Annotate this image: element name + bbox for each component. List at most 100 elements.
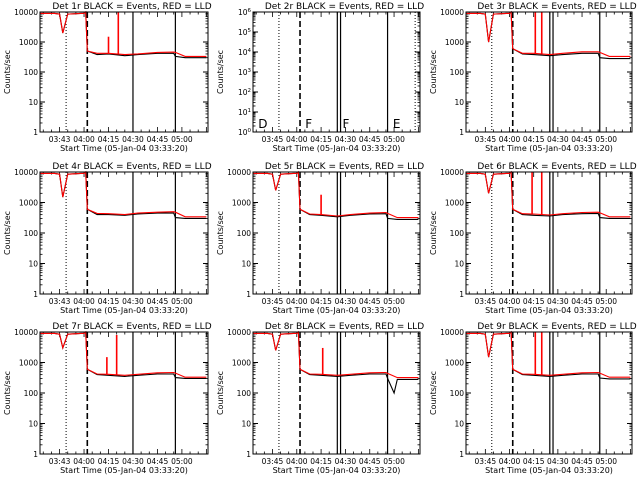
y-tick-label: 100 [450, 68, 465, 77]
x-tick-label: 04:30 [122, 297, 144, 306]
y-tick-label: 10 [241, 260, 251, 269]
y-tick-label: 1 [246, 290, 251, 299]
x-tick-label: 04:15 [310, 457, 332, 466]
x-tick-label: 05:00 [171, 135, 193, 144]
panel-title: Det 3r BLACK = Events, RED = LLD [477, 2, 636, 12]
y-tick-label: 1 [459, 128, 464, 137]
x-tick-label: 04:15 [523, 457, 545, 466]
y-tick-label: 10 [454, 420, 464, 429]
y-tick-label: 1000 [19, 199, 38, 208]
x-tick-label: 04:00 [286, 297, 308, 306]
x-tick-label: 05:00 [383, 457, 405, 466]
y-tick-label: 10000 [14, 328, 38, 337]
panel-det-3: Det 3r BLACK = Events, RED = LLD Counts/s… [429, 2, 637, 153]
panel-det-9: Det 9r BLACK = Events, RED = LLD Counts/s… [429, 322, 637, 475]
x-tick-label: 03:45 [475, 135, 497, 144]
y-tick-label: 10 [454, 260, 464, 269]
series-lld-line [40, 170, 207, 218]
panel-title: Det 8r BLACK = Events, RED = LLD [265, 322, 424, 332]
panel-title: Det 9r BLACK = Events, RED = LLD [477, 322, 636, 332]
y-tick-label: 1 [246, 450, 251, 459]
y-axis-label: Counts/sec [216, 50, 225, 94]
y-tick-label: 1000 [19, 38, 38, 47]
x-tick-label: 04:15 [310, 297, 332, 306]
y-tick-label: 105 [238, 28, 252, 37]
y-tick-label: 10 [454, 98, 464, 107]
panel-title: Det 4r BLACK = Events, RED = LLD [52, 162, 211, 172]
plot-frame [252, 331, 421, 455]
x-tick-label: 03:45 [262, 297, 284, 306]
panel-title: Det 7r BLACK = Events, RED = LLD [52, 322, 211, 332]
x-tick-label: 05:00 [383, 297, 405, 306]
y-tick-label: 10000 [14, 8, 38, 17]
y-tick-exponent: 0 [248, 128, 252, 134]
panel-title: Det 6r BLACK = Events, RED = LLD [477, 162, 636, 172]
x-tick-label: 03:43 [49, 457, 71, 466]
series-events-line [466, 330, 631, 380]
x-axis-label: Start Time (05-Jan-04 03:33:20) [60, 144, 188, 153]
y-tick-label: 1 [459, 290, 464, 299]
plot-frame [39, 11, 209, 133]
x-axis-label: Start Time (05-Jan-04 03:33:20) [273, 466, 401, 475]
plot-frame [252, 171, 421, 295]
series-lld-line [466, 330, 631, 378]
x-tick-label: 04:45 [147, 297, 169, 306]
y-tick-label: 100 [24, 229, 39, 238]
x-tick-label: 04:45 [147, 135, 169, 144]
x-tick-label: 04:00 [73, 135, 95, 144]
x-tick-label: 04:30 [122, 135, 144, 144]
y-tick-label: 10000 [14, 168, 38, 177]
x-tick-label: 04:15 [523, 135, 545, 144]
panel-title: Det 2r BLACK = Events, RED = LLD [265, 2, 424, 12]
x-tick-label: 04:30 [335, 457, 357, 466]
panel-det-8: Det 8r BLACK = Events, RED = LLD Counts/s… [216, 322, 424, 475]
y-tick-label: 1000 [232, 199, 251, 208]
plot-frame [39, 171, 209, 295]
x-axis-label: Start Time (05-Jan-04 03:33:20) [60, 306, 188, 315]
x-tick-label: 04:15 [523, 297, 545, 306]
flag-label: D [258, 117, 267, 131]
x-tick-label: 03:43 [49, 135, 71, 144]
x-tick-label: 04:45 [359, 297, 381, 306]
y-tick-label: 100 [237, 389, 252, 398]
y-tick-label: 10 [28, 420, 38, 429]
x-tick-label: 04:30 [335, 135, 357, 144]
y-tick-label: 10 [28, 98, 38, 107]
y-tick-label: 1 [33, 290, 38, 299]
series-lld-line [40, 10, 207, 57]
x-tick-label: 03:45 [475, 297, 497, 306]
x-tick-label: 04:15 [310, 135, 332, 144]
panel-title: Det 1r BLACK = Events, RED = LLD [52, 2, 211, 12]
y-tick-label: 101 [238, 108, 251, 117]
series-events-line [40, 10, 207, 59]
plot-frame [465, 171, 633, 295]
y-tick-label: 100 [24, 68, 39, 77]
panel-det-6: Det 6r BLACK = Events, RED = LLD Counts/s… [429, 162, 637, 315]
panel-det-4: Det 4r BLACK = Events, RED = LLD Counts/s… [3, 162, 212, 315]
series-events-line [466, 170, 631, 219]
series-events-line [466, 10, 631, 60]
y-tick-label: 10000 [227, 328, 251, 337]
x-tick-label: 04:30 [547, 297, 569, 306]
x-tick-label: 04:45 [147, 457, 169, 466]
x-tick-label: 04:45 [571, 457, 593, 466]
x-tick-label: 04:00 [286, 457, 308, 466]
series-events-line [40, 170, 207, 219]
y-axis-label: Counts/sec [3, 211, 12, 255]
y-axis-label: Counts/sec [429, 371, 438, 415]
y-tick-label: 100 [24, 389, 39, 398]
series-events-line [253, 330, 419, 395]
y-tick-label: 10 [241, 420, 251, 429]
y-tick-exponent: 3 [248, 68, 252, 74]
series-events-line [253, 170, 419, 220]
x-tick-label: 05:00 [171, 297, 193, 306]
x-axis-label: Start Time (05-Jan-04 03:33:20) [60, 466, 188, 475]
x-tick-label: 04:00 [286, 135, 308, 144]
x-axis-label: Start Time (05-Jan-04 03:33:20) [273, 144, 401, 153]
y-axis-label: Counts/sec [216, 371, 225, 415]
panel-det-1: Det 1r BLACK = Events, RED = LLD Counts/s… [3, 2, 212, 153]
y-tick-exponent: 5 [248, 28, 252, 34]
y-tick-exponent: 6 [248, 8, 252, 14]
